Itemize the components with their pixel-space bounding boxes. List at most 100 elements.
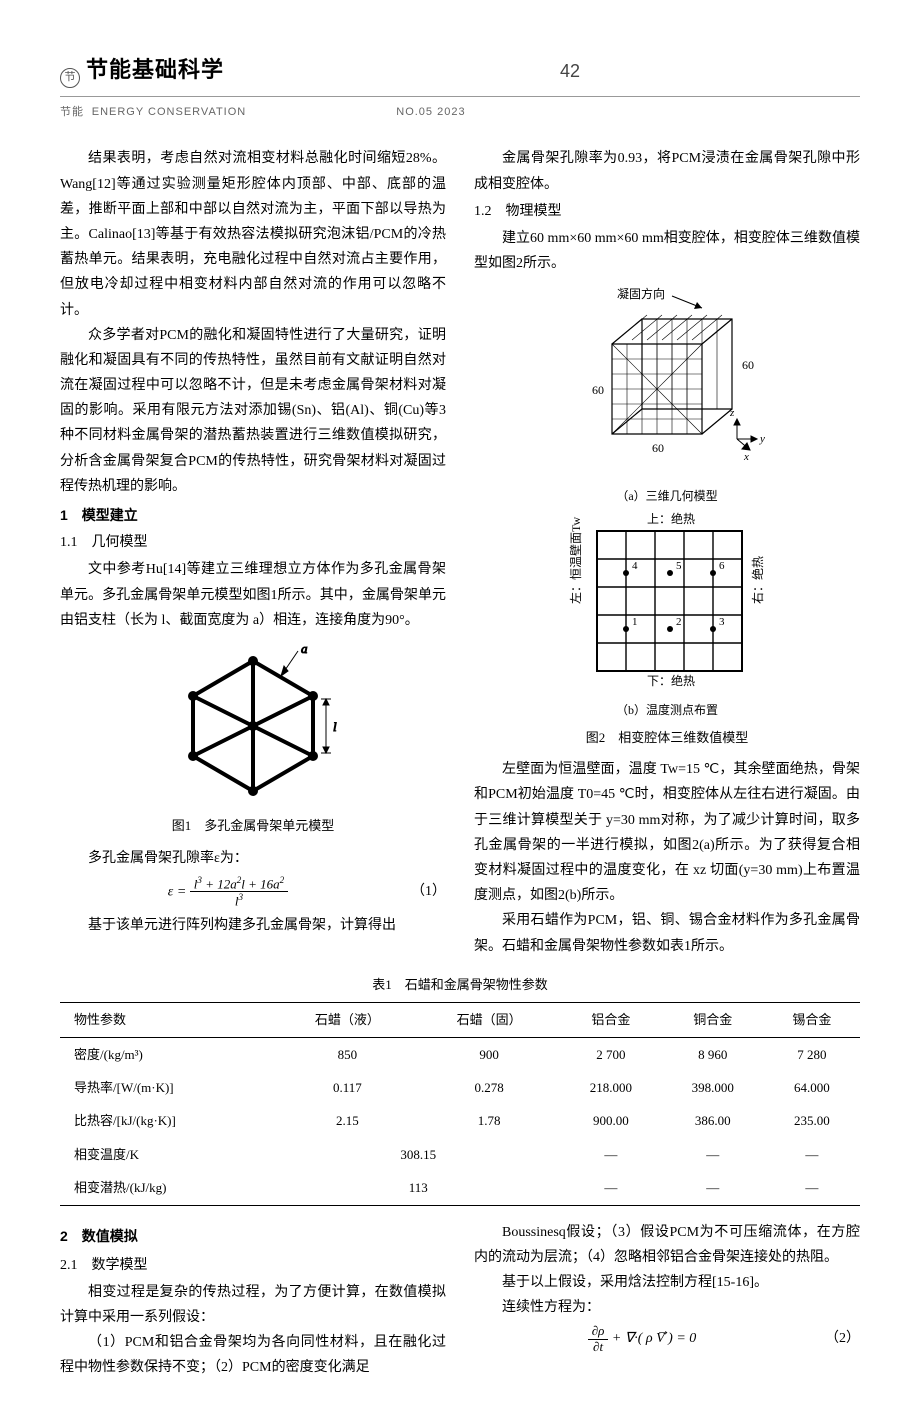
figure-1-caption: 图1 多孔金属骨架单元模型	[60, 814, 446, 837]
page-number: 42	[560, 55, 580, 87]
heading-2-1: 2.1 数学模型	[60, 1253, 446, 1278]
formula-2-number: （2）	[810, 1326, 860, 1351]
body-columns-lower: 2 数值模拟 2.1 数学模型 相变过程是复杂的传热过程，为了方便计算，在数值模…	[60, 1220, 860, 1381]
paragraph: 金属骨架孔隙率为0.93，将PCM浸渍在金属骨架孔隙中形成相变腔体。	[474, 146, 860, 196]
paragraph: 基于该单元进行阵列构建多孔金属骨架，计算得出	[60, 913, 446, 938]
figure-2b-subcaption: （b）温度测点布置	[474, 700, 860, 722]
table-header-cell: 石蜡（液）	[277, 1003, 419, 1037]
paragraph: 众多学者对PCM的融化和凝固特性进行了大量研究，证明融化和凝固具有不同的传热特性…	[60, 323, 446, 499]
table-cell: 398.000	[662, 1071, 764, 1104]
svg-text:1: 1	[632, 616, 638, 628]
svg-text:凝固方向: 凝固方向	[617, 286, 665, 301]
svg-text:右：绝热: 右：绝热	[750, 556, 765, 604]
paragraph: 基于以上假设，采用焓法控制方程[15-16]。	[474, 1270, 860, 1295]
table-cell: 900.00	[560, 1104, 662, 1137]
journal-name: 节能 ENERGY CONSERVATION	[60, 103, 246, 123]
paragraph: 建立60 mm×60 mm×60 mm相变腔体，相变腔体三维数值模型如图2所示。	[474, 226, 860, 276]
figure-2b-svg: 上：绝热 下：绝热 左：恒温壁面Tw 右：绝热 4	[562, 509, 772, 689]
figure-1-svg: a l	[163, 641, 343, 801]
table-cell: —	[764, 1171, 860, 1205]
table-header-cell: 物性参数	[60, 1003, 277, 1037]
figure-2-caption: 图2 相变腔体三维数值模型	[474, 726, 860, 749]
table-header-cell: 铝合金	[560, 1003, 662, 1037]
figure-2: 凝固方向	[474, 284, 860, 749]
paragraph: 相变过程是复杂的传热过程，为了方便计算，在数值模拟计算中采用一系列假设：	[60, 1280, 446, 1330]
table-cell: —	[560, 1171, 662, 1205]
formula-1-number: （1）	[396, 879, 446, 904]
table-row: 比热容/[kJ/(kg·K)]2.151.78900.00386.00235.0…	[60, 1104, 860, 1137]
table-1-title: 表1 石蜡和金属骨架物性参数	[60, 973, 860, 996]
paragraph: 结果表明，考虑自然对流相变材料总融化时间缩短28%。Wang[12]等通过实验测…	[60, 146, 446, 322]
svg-text:y: y	[759, 433, 765, 445]
table-cell: —	[764, 1138, 860, 1171]
table-cell: 密度/(kg/m³)	[60, 1037, 277, 1071]
table-cell: 2 700	[560, 1037, 662, 1071]
svg-text:左：恒温壁面Tw: 左：恒温壁面Tw	[568, 517, 583, 604]
paragraph: Boussinesq假设；（3）假设PCM为不可压缩流体，在方腔内的流动为层流；…	[474, 1220, 860, 1270]
table-row: 相变温度/K308.15———	[60, 1138, 860, 1171]
svg-text:下：绝热: 下：绝热	[647, 673, 695, 688]
figure-1: a l 图1 多孔金属骨架单元模型	[60, 641, 446, 838]
issue-number: NO.05 2023	[396, 103, 465, 123]
table-cell: 7 280	[764, 1037, 860, 1071]
table-row: 导热率/[W/(m·K)]0.1170.278218.000398.00064.…	[60, 1071, 860, 1104]
heading-1-1: 1.1 几何模型	[60, 530, 446, 555]
svg-text:6: 6	[719, 560, 725, 572]
page-header: 节 节能基础科学 42	[60, 50, 860, 97]
page-subheader: 节能 ENERGY CONSERVATION NO.05 2023	[60, 103, 860, 123]
formula-lead: 多孔金属骨架孔隙率ε为：	[60, 846, 446, 871]
figure-2a-subcaption: （a）三维几何模型	[474, 486, 860, 508]
svg-text:l: l	[333, 719, 337, 734]
table-row: 相变潜热/(kJ/kg)113———	[60, 1171, 860, 1205]
svg-text:60: 60	[742, 358, 754, 372]
page-root: 节 节能基础科学 42 节能 ENERGY CONSERVATION NO.05…	[0, 0, 920, 1421]
table-cell: 8 960	[662, 1037, 764, 1071]
table-cell: 386.00	[662, 1104, 764, 1137]
table-cell: 0.278	[418, 1071, 560, 1104]
table-cell: 113	[277, 1171, 560, 1205]
table-cell: 218.000	[560, 1071, 662, 1104]
table-cell: —	[662, 1138, 764, 1171]
table-header-row: 物性参数 石蜡（液） 石蜡（固） 铝合金 铜合金 锡合金	[60, 1003, 860, 1037]
table-cell: 64.000	[764, 1071, 860, 1104]
paragraph: 文中参考Hu[14]等建立三维理想立方体作为多孔金属骨架单元。多孔金属骨架单元模…	[60, 557, 446, 633]
formula-2: ∂ρ ∂t + ∇·( ρ V→ ) = 0 （2）	[474, 1324, 860, 1354]
section-icon: 节	[60, 68, 80, 88]
table-cell: 相变潜热/(kJ/kg)	[60, 1171, 277, 1205]
table-1: 物性参数 石蜡（液） 石蜡（固） 铝合金 铜合金 锡合金 密度/(kg/m³)8…	[60, 1002, 860, 1205]
table-header-cell: 铜合金	[662, 1003, 764, 1037]
table-cell: 0.117	[277, 1071, 419, 1104]
section-title: 节能基础科学	[86, 50, 224, 90]
svg-text:3: 3	[719, 616, 725, 628]
paragraph: 采用石蜡作为PCM，铝、铜、锡合金材料作为多孔金属骨架。石蜡和金属骨架物性参数如…	[474, 908, 860, 958]
table-cell: 1.78	[418, 1104, 560, 1137]
table-cell: —	[560, 1138, 662, 1171]
table-header-cell: 石蜡（固）	[418, 1003, 560, 1037]
heading-1-2: 1.2 物理模型	[474, 199, 860, 224]
table-cell: 相变温度/K	[60, 1138, 277, 1171]
table-cell: 308.15	[277, 1138, 560, 1171]
svg-text:a: a	[301, 641, 308, 656]
figure-2a-svg: 凝固方向	[552, 284, 782, 474]
svg-text:60: 60	[652, 441, 664, 455]
table-cell: 比热容/[kJ/(kg·K)]	[60, 1104, 277, 1137]
table-cell: 2.15	[277, 1104, 419, 1137]
svg-text:2: 2	[676, 616, 682, 628]
svg-text:z: z	[729, 407, 735, 419]
table-cell: —	[662, 1171, 764, 1205]
heading-2: 2 数值模拟	[60, 1224, 446, 1249]
table-row: 密度/(kg/m³)8509002 7008 9607 280	[60, 1037, 860, 1071]
table-cell: 235.00	[764, 1104, 860, 1137]
body-columns-upper: 结果表明，考虑自然对流相变材料总融化时间缩短28%。Wang[12]等通过实验测…	[60, 146, 860, 958]
paragraph: （1）PCM和铝合金骨架均为各向同性材料，且在融化过程中物性参数保持不变；（2）…	[60, 1330, 446, 1380]
table-cell: 900	[418, 1037, 560, 1071]
table-cell: 导热率/[W/(m·K)]	[60, 1071, 277, 1104]
svg-text:5: 5	[676, 560, 682, 572]
table-header-cell: 锡合金	[764, 1003, 860, 1037]
svg-text:上：绝热: 上：绝热	[647, 511, 695, 526]
formula-1: ε = l3 + 12a2l + 16a2 l3 （1）	[60, 875, 446, 909]
paragraph: 连续性方程为：	[474, 1295, 860, 1320]
paragraph: 左壁面为恒温壁面，温度 Tw=15 ℃，其余壁面绝热，骨架和PCM初始温度 T0…	[474, 757, 860, 908]
svg-text:x: x	[743, 451, 749, 463]
heading-1: 1 模型建立	[60, 503, 446, 528]
